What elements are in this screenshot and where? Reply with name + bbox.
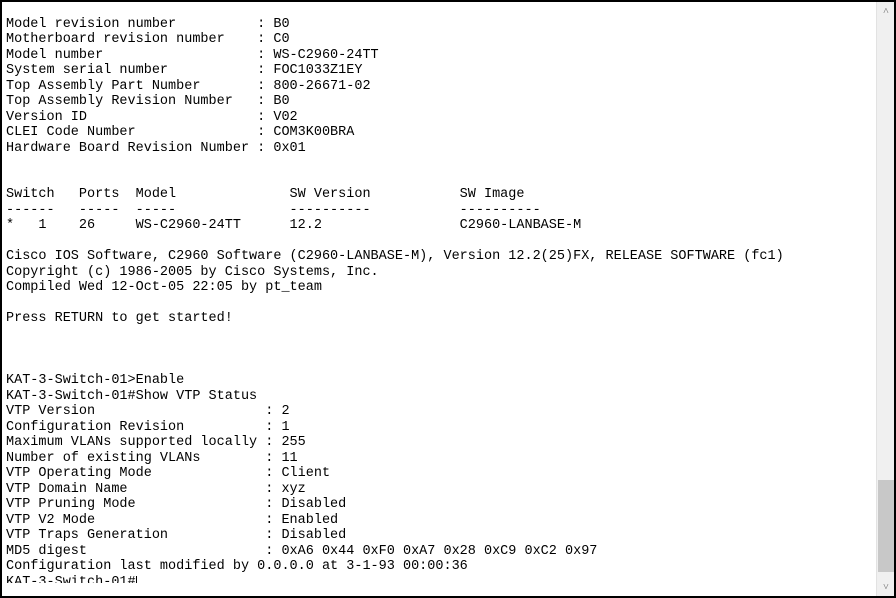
scroll-up-arrow[interactable]: ˄: [877, 2, 895, 20]
scrollbar-track[interactable]: ˄ ˅: [876, 2, 894, 596]
text-cursor: [136, 576, 137, 583]
terminal-output[interactable]: Model revision number : B0 Motherboard r…: [2, 16, 876, 583]
scroll-thumb[interactable]: [878, 480, 894, 572]
scroll-down-arrow[interactable]: ˅: [877, 578, 895, 596]
terminal-window: Model revision number : B0 Motherboard r…: [0, 0, 896, 598]
